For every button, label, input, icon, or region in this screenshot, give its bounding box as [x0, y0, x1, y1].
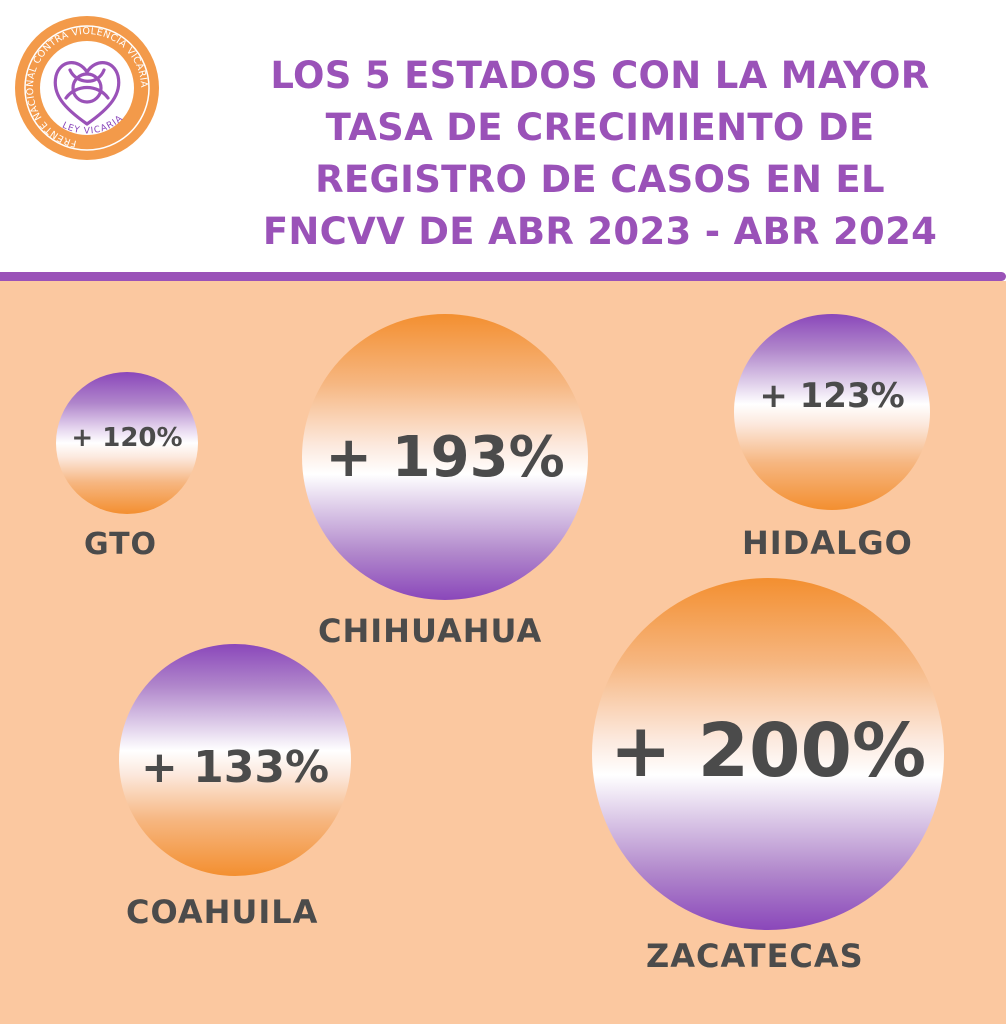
state-label-gto: GTO	[84, 527, 158, 562]
title-line: TASA DE CRECIMIENTO DE	[325, 106, 875, 149]
logo-seal-icon: FRENTE NACIONAL CONTRA VIOLENCIA VICARIA…	[15, 16, 159, 160]
value-label-coahuila: + 133%	[140, 741, 330, 793]
fncvv-logo: FRENTE NACIONAL CONTRA VIOLENCIA VICARIA…	[6, 14, 168, 162]
bubble-zacatecas: + 200%	[592, 578, 944, 930]
value-label-zacatecas: + 200%	[609, 708, 927, 794]
value-label-gto: + 120%	[71, 423, 183, 453]
bubble-chihuahua: + 193%	[302, 314, 588, 600]
state-label-hidalgo: HIDALGO	[742, 524, 913, 562]
state-label-coahuila: COAHUILA	[126, 893, 319, 931]
state-label-chihuahua: CHIHUAHUA	[318, 612, 543, 650]
title-line: FNCVV DE ABR 2023 - ABR 2024	[262, 210, 938, 253]
header-divider	[0, 272, 1006, 281]
bubble-hidalgo: + 123%	[734, 314, 930, 510]
title-line: LOS 5 ESTADOS CON LA MAYOR	[270, 54, 930, 97]
header: FRENTE NACIONAL CONTRA VIOLENCIA VICARIA…	[0, 0, 1006, 273]
bubble-gto: + 120%	[56, 372, 198, 514]
bubble-coahuila: + 133%	[119, 644, 351, 876]
value-label-hidalgo: + 123%	[759, 376, 905, 416]
value-label-chihuahua: + 193%	[325, 424, 565, 490]
page-title: LOS 5 ESTADOS CON LA MAYOR TASA DE CRECI…	[215, 50, 985, 258]
title-line: REGISTRO DE CASOS EN EL	[315, 158, 885, 201]
state-label-zacatecas: ZACATECAS	[646, 937, 864, 975]
